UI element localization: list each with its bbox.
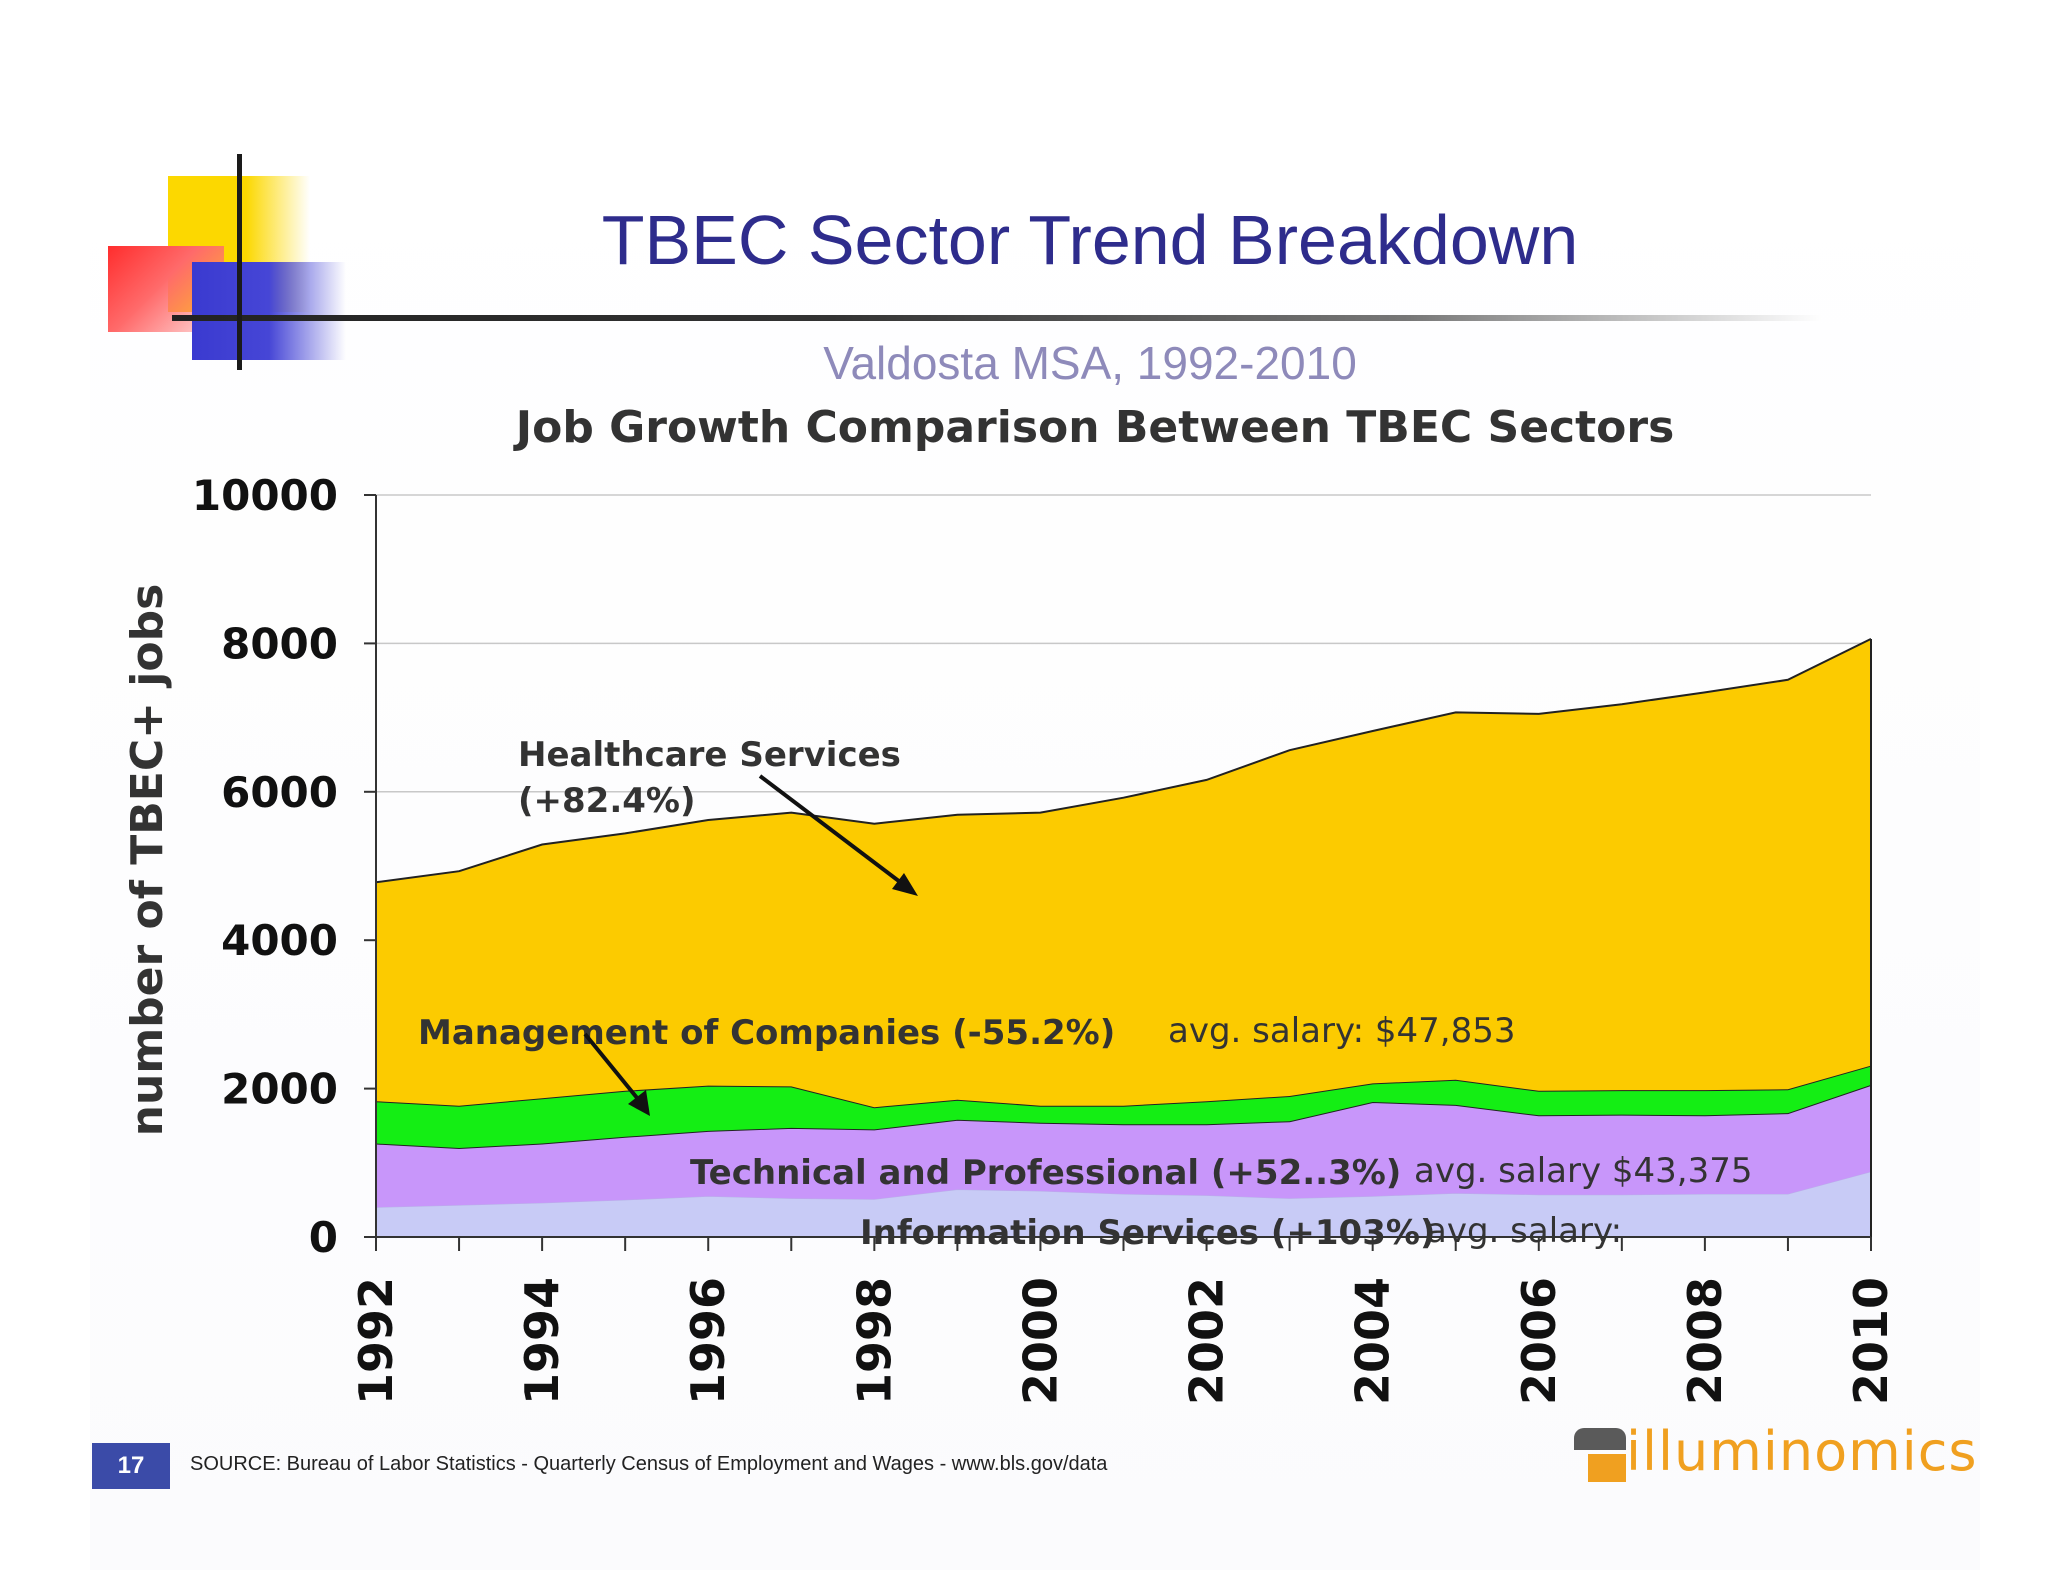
page-number-badge: 17 — [92, 1443, 170, 1489]
y-axis-label: number of TBEC+ jobs — [122, 584, 173, 1137]
y-tick-label: 4000 — [221, 916, 338, 965]
area-info — [376, 1171, 1871, 1237]
x-tick-label: 1996 — [681, 1277, 735, 1405]
x-tick-label: 2004 — [1346, 1277, 1400, 1405]
y-tick-label: 2000 — [221, 1065, 338, 1114]
x-tick-label: 1994 — [515, 1277, 569, 1405]
x-tick-label: 1992 — [349, 1277, 403, 1405]
logo-text: illuminomics — [1626, 1420, 1978, 1483]
x-tick-label: 2000 — [1013, 1277, 1067, 1405]
annotations: Healthcare Services (+82.4%) Management … — [418, 735, 1753, 1253]
info-salary: avg. salary: — [1426, 1211, 1622, 1251]
tech-label: Technical and Professional (+52..3%) — [690, 1153, 1401, 1193]
x-tick-label: 2002 — [1180, 1277, 1234, 1405]
slide-subtitle: Valdosta MSA, 1992-2010 — [823, 337, 1357, 389]
mgmt-salary: avg. salary: $47,853 — [1168, 1011, 1515, 1051]
x-tick-label: 1998 — [847, 1277, 901, 1405]
x-tick-label: 2008 — [1678, 1277, 1732, 1405]
axes: 0 2000 4000 6000 8000 10000 1992 1994 1996 1998 20… — [192, 471, 1898, 1405]
y-tick-label: 0 — [309, 1213, 338, 1262]
tech-salary: avg. salary $43,375 — [1414, 1151, 1753, 1191]
y-tick-label: 6000 — [221, 768, 338, 817]
stacked-areas — [375, 638, 1872, 1237]
decor-vertical-line — [237, 154, 242, 370]
health-label-line1: Healthcare Services — [518, 735, 901, 775]
x-tick-label: 2010 — [1844, 1277, 1898, 1405]
health-arrowhead — [892, 873, 918, 896]
area-chart: 0 2000 4000 6000 8000 10000 1992 1994 1996 1998 20… — [122, 471, 1898, 1405]
mgmt-arrow — [583, 1032, 644, 1106]
mgmt-arrowhead — [628, 1090, 650, 1116]
x-tick-label: 2006 — [1512, 1277, 1566, 1405]
health-arrow — [758, 774, 910, 890]
logo-icon — [1574, 1428, 1626, 1484]
area-edge-health — [375, 638, 1872, 884]
source-note: SOURCE: Bureau of Labor Statistics - Qua… — [190, 1453, 1108, 1475]
area-health — [376, 638, 1871, 1108]
area-tech — [376, 1084, 1871, 1208]
health-label-line2: (+82.4%) — [518, 781, 696, 821]
chart-title: Job Growth Comparison Between TBEC Secto… — [515, 402, 1675, 453]
decor-blue-square — [192, 262, 346, 360]
y-tick-label: 10000 — [192, 471, 338, 520]
mgmt-label: Management of Companies (-55.2%) — [418, 1013, 1115, 1053]
y-tick-label: 8000 — [221, 619, 338, 668]
info-label: Information Services (+103%) — [860, 1213, 1435, 1253]
slide-title: TBEC Sector Trend Breakdown — [601, 201, 1579, 279]
decor-horizontal-line — [172, 315, 1822, 321]
